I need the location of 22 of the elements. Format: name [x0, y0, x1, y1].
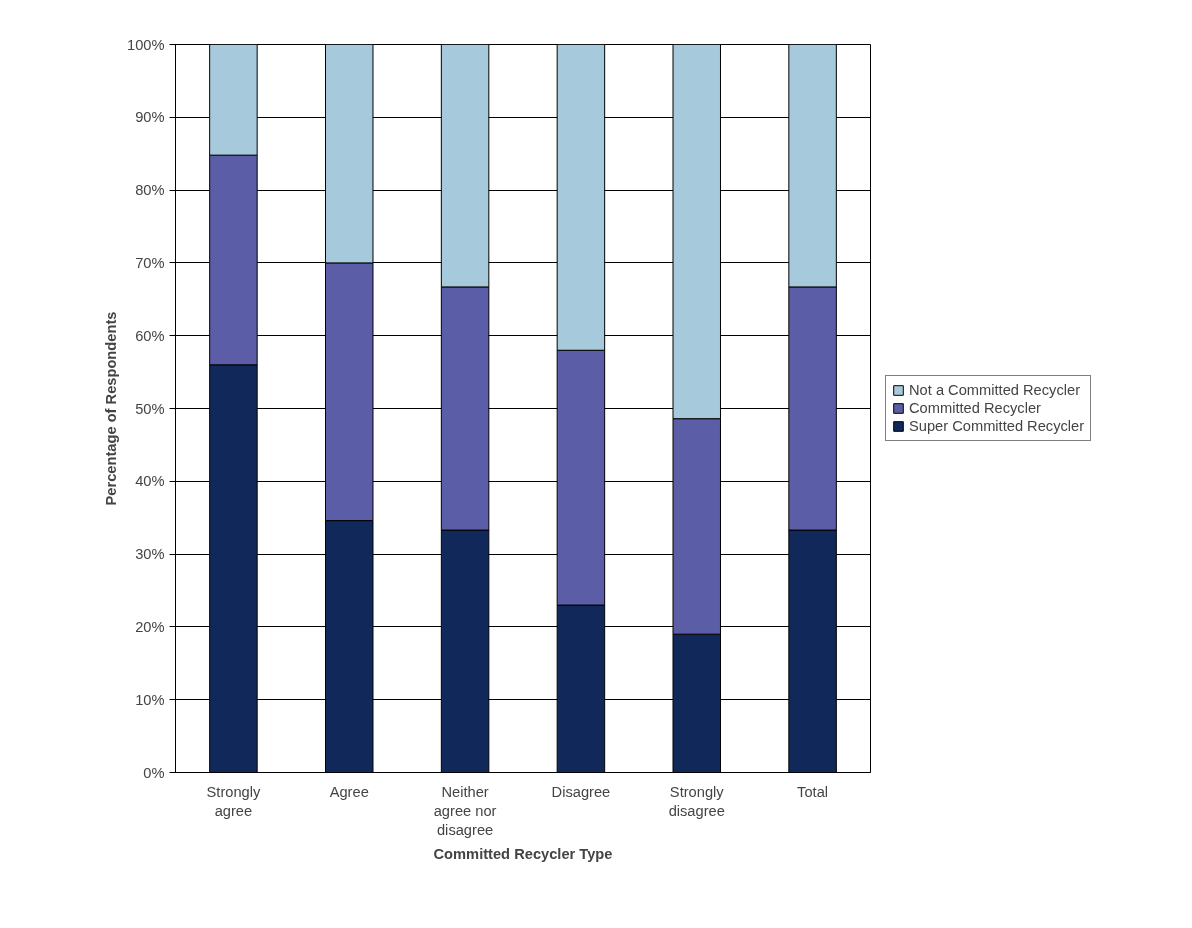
y-axis-title: Percentage of Respondents — [103, 311, 120, 506]
x-tick-label: Strongly disagree — [668, 783, 725, 819]
y-tick-label: 70% — [135, 254, 165, 271]
x-tick-label: Neither agree nor disagree — [433, 783, 497, 838]
y-tick-label: 30% — [135, 546, 165, 563]
y-tick-label: 100% — [127, 36, 165, 53]
y-tick-label: 50% — [135, 400, 165, 417]
y-tick-label: 20% — [135, 618, 165, 635]
y-tick-label: 40% — [135, 473, 165, 490]
legend-label: Not a Committed Recycler — [909, 382, 1081, 398]
y-tick-label: 10% — [135, 691, 165, 708]
x-tick-label: Agree — [329, 783, 369, 800]
x-tick-label: Strongly agree — [206, 783, 261, 819]
y-tick-label: 90% — [135, 109, 165, 126]
x-tick-label: Total — [797, 783, 829, 800]
legend-label: Super Committed Recycler — [909, 418, 1085, 434]
y-tick-label: 60% — [135, 327, 165, 344]
x-axis-title: Committed Recycler Type — [433, 845, 613, 862]
x-tick-label: Disagree — [551, 783, 611, 800]
legend-label: Committed Recycler — [909, 400, 1041, 416]
y-tick-label: 80% — [135, 182, 165, 199]
y-tick-label: 0% — [143, 764, 165, 781]
